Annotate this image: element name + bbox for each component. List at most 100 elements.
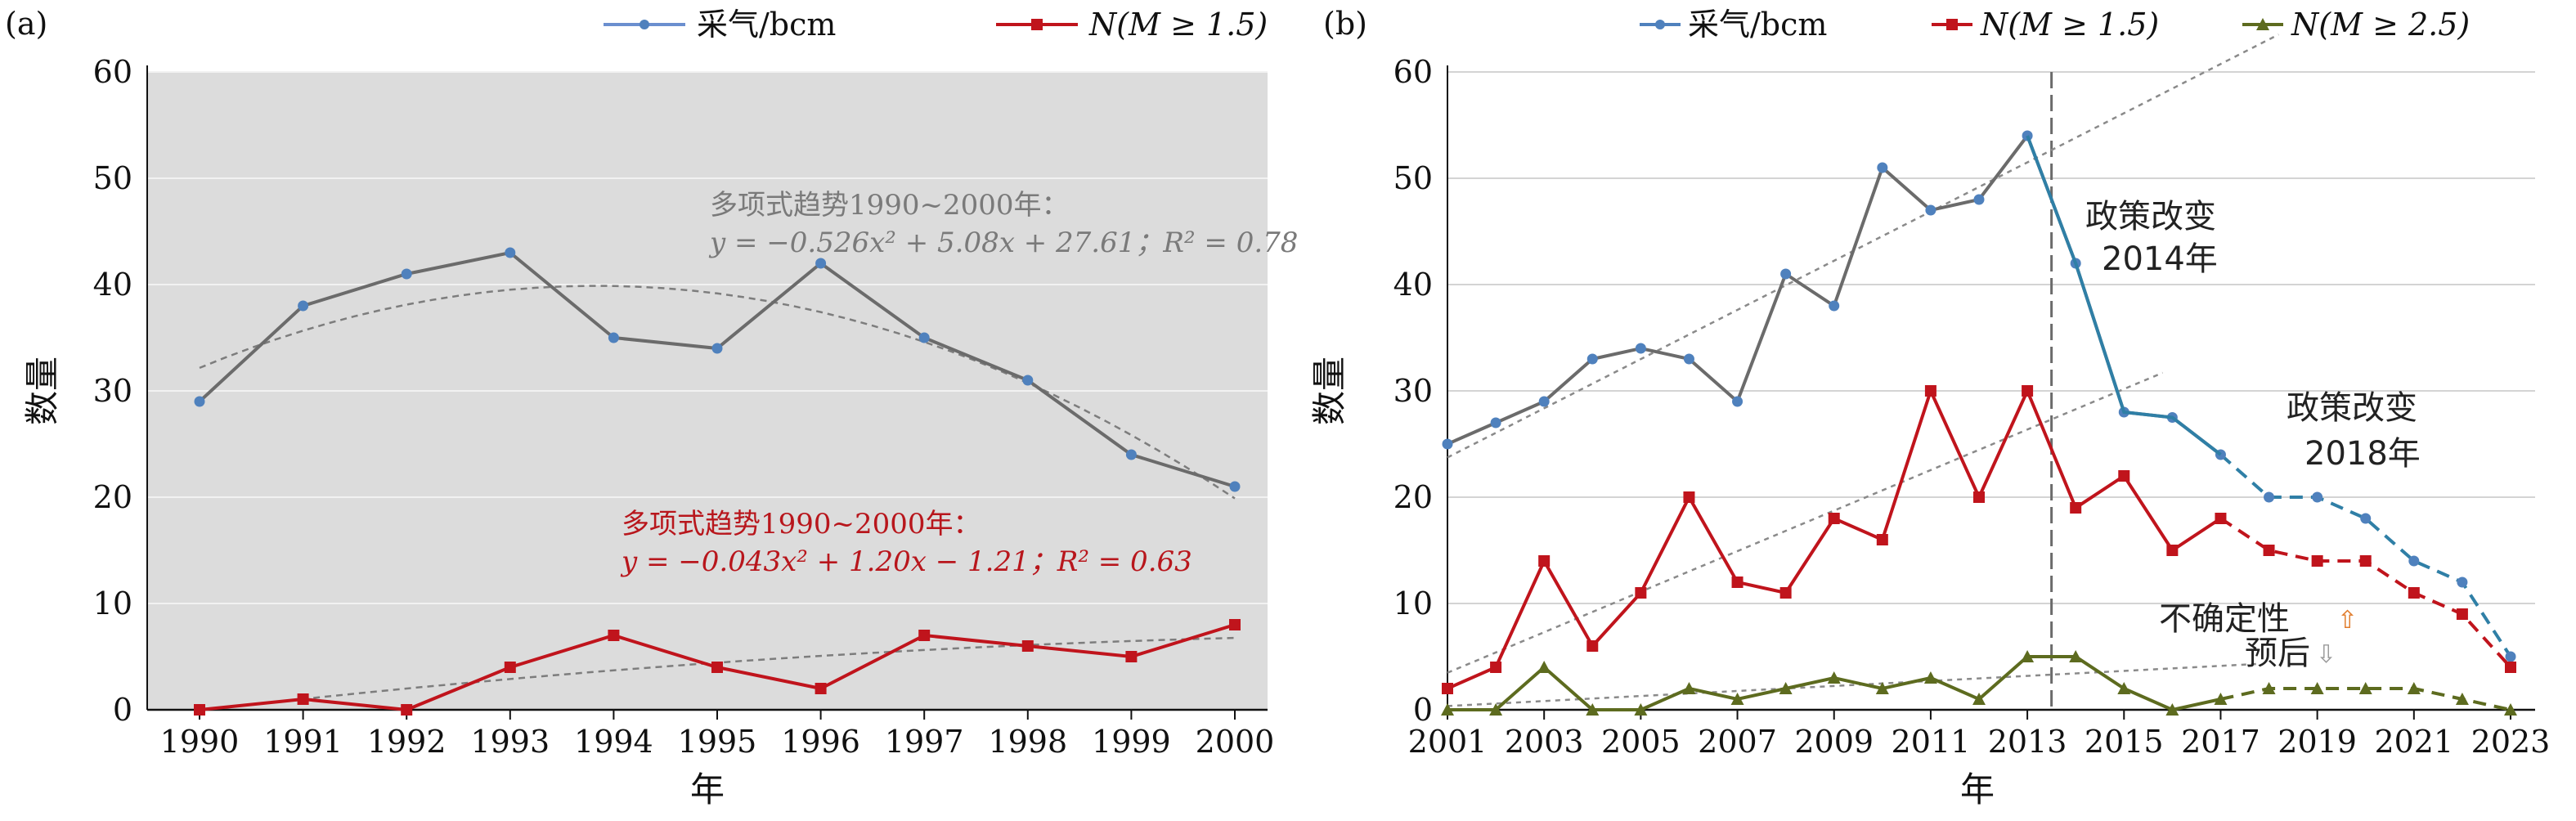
point-b-n25-2019 [2310, 682, 2324, 694]
point-b-n25-2008 [1779, 682, 1793, 694]
point-b-n25-2018 [2262, 682, 2276, 694]
point-b-n25-2004 [1586, 703, 1600, 716]
point-a-gas-1998 [1022, 375, 1034, 386]
point-b-n15-2001 [1442, 683, 1453, 694]
x-tick-a-1998: 1998 [988, 724, 1067, 760]
y-tick-b-40: 40 [1393, 267, 1433, 303]
point-a-gas-1990 [194, 396, 205, 407]
panel-b: 0 10 20 30 40 50 60 2001 2003 2005 2007 2009 2011 201… [1309, 6, 2550, 810]
point-b-n15-2020 [2359, 555, 2372, 567]
x-tick-b-2001: 2001 [1408, 724, 1488, 760]
y-tick-a-20: 20 [93, 479, 132, 515]
x-tick-b-2015: 2015 [2085, 724, 2164, 760]
y-axis-title-a: 数量 [22, 357, 62, 425]
point-a-n15-1991 [297, 693, 309, 705]
point-a-gas-1997 [918, 332, 930, 343]
x-tick-a-1996: 1996 [781, 724, 860, 760]
x-tick-b-2021: 2021 [2374, 724, 2453, 760]
point-a-n15-2000 [1229, 619, 1241, 630]
point-b-n25-2007 [1730, 693, 1744, 705]
point-b-n25-2013 [2021, 650, 2035, 662]
point-b-n25-2010 [1875, 682, 1889, 694]
trend-annotation-gas-line1: 多项式趋势1990~2000年： [710, 189, 1070, 222]
annotation-policy-2018-line1: 政策改变 [2287, 389, 2417, 427]
point-a-gas-1994 [608, 332, 619, 343]
point-b-n15-2023 [2505, 662, 2516, 673]
point-b-n15-2018 [2263, 545, 2275, 556]
point-b-n25-2009 [1827, 671, 1841, 684]
point-b-n25-2021 [2407, 682, 2421, 694]
point-b-n25-2001 [1441, 703, 1454, 716]
point-b-n15-2004 [1586, 640, 1599, 652]
point-b-gas-2022 [2457, 576, 2468, 588]
point-a-n15-1999 [1125, 651, 1138, 662]
point-b-gas-2018 [2264, 491, 2275, 503]
point-b-n15-2013 [2022, 385, 2034, 397]
x-tick-b-2019: 2019 [2278, 724, 2357, 760]
point-b-n25-2023 [2504, 703, 2517, 716]
point-b-n15-2022 [2456, 608, 2468, 620]
x-tick-a-1990: 1990 [160, 724, 240, 760]
point-b-n15-2007 [1731, 576, 1744, 588]
x-tick-b-2007: 2007 [1698, 724, 1777, 760]
point-b-n15-2016 [2166, 545, 2179, 556]
point-b-gas-2010 [1877, 162, 1888, 173]
x-tick-a-1993: 1993 [470, 724, 550, 760]
point-b-gas-2001 [1442, 438, 1453, 450]
point-b-n15-2003 [1538, 555, 1551, 567]
y-tick-b-20: 20 [1393, 479, 1433, 515]
point-a-gas-2000 [1229, 481, 1241, 492]
point-b-gas-2012 [1973, 194, 1985, 205]
point-a-gas-1995 [711, 343, 723, 354]
point-b-gas-2019 [2312, 491, 2323, 503]
arrow-down-icon: ⇩ [2316, 640, 2336, 669]
point-b-gas-2021 [2408, 555, 2420, 567]
trend-annotation-n15-line1: 多项式趋势1990~2000年： [622, 508, 981, 541]
legend-b: 采气/bcm N(M ≥ 1.5) N(M ≥ 2.5) [1640, 7, 2470, 43]
x-tick-b-2013: 2013 [1988, 724, 2067, 760]
point-b-gas-2007 [1732, 396, 1744, 407]
point-a-n15-1997 [918, 630, 931, 641]
point-a-n15-1995 [711, 662, 723, 673]
annotation-uncertainty: 不确定性 [2159, 600, 2290, 638]
x-tick-b-2017: 2017 [2181, 724, 2260, 760]
point-b-n25-2020 [2358, 682, 2372, 694]
y-axis-title-b: 数量 [1309, 357, 1349, 425]
point-a-n15-1996 [815, 683, 827, 694]
x-tick-a-1994: 1994 [574, 724, 653, 760]
point-a-n15-1998 [1021, 640, 1034, 652]
legend-b-n15: N(M ≥ 1.5) [1980, 7, 2159, 43]
legend-a-n15: N(M ≥ 1.5) [1088, 7, 1268, 43]
point-a-gas-1996 [815, 258, 827, 269]
y-tick-a-10: 10 [93, 585, 132, 621]
x-tick-b-2009: 2009 [1794, 724, 1874, 760]
point-b-n25-2002 [1489, 703, 1503, 716]
point-b-gas-2004 [1586, 353, 1598, 365]
point-a-n15-1993 [504, 662, 516, 673]
point-b-n25-2014 [2069, 650, 2083, 662]
point-b-n25-2006 [1682, 682, 1696, 694]
point-b-n15-2019 [2311, 555, 2323, 567]
point-b-n25-2012 [1972, 693, 1986, 705]
legend-a-gas: 采气/bcm [697, 7, 836, 43]
point-b-gas-2003 [1538, 396, 1550, 407]
point-b-n15-2010 [1876, 534, 1888, 545]
y-tick-b-30: 30 [1393, 373, 1433, 409]
y-tick-a-0: 0 [113, 692, 132, 728]
y-tick-b-60: 60 [1393, 54, 1433, 90]
x-tick-a-1992: 1992 [367, 724, 447, 760]
x-tick-a-1995: 1995 [678, 724, 757, 760]
trend-line-b-2 [1447, 662, 2260, 707]
x-axis-title-a: 年 [690, 769, 725, 810]
trend-line-b-0 [1447, 34, 2279, 459]
point-b-n15-2011 [1924, 385, 1936, 397]
x-tick-b-2005: 2005 [1601, 724, 1681, 760]
point-a-n15-1990 [194, 704, 205, 716]
point-b-gas-2011 [1925, 204, 1936, 216]
point-b-n15-2002 [1490, 662, 1502, 673]
trend-annotation-gas-line2: y = −0.526x² + 5.08x + 27.61；R² = 0.78 [708, 227, 1298, 259]
x-tick-b-2011: 2011 [1892, 724, 1971, 760]
point-b-gas-2005 [1635, 343, 1646, 354]
point-b-n25-2011 [1923, 671, 1937, 684]
